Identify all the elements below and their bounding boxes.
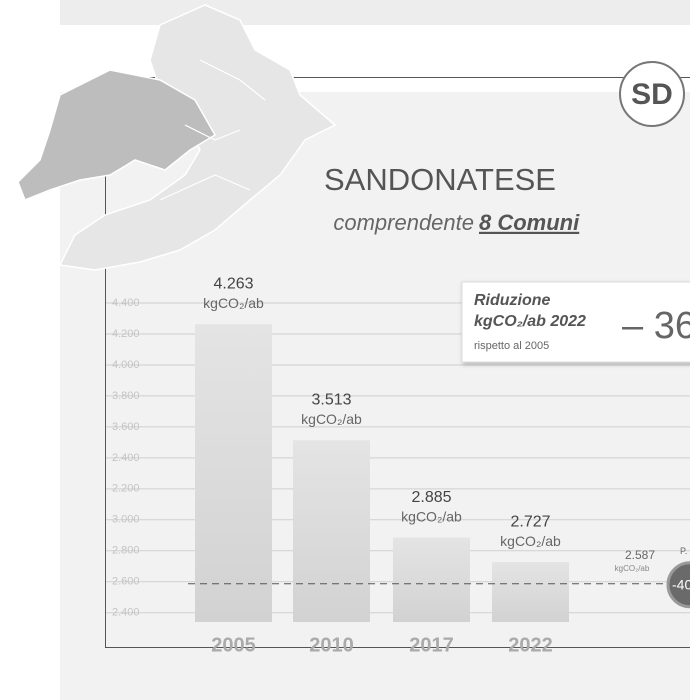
- bar: [492, 562, 569, 622]
- bar: [293, 440, 370, 622]
- target-unit: kgCO₂/ab: [615, 564, 650, 573]
- x-tick-label: 2017: [409, 634, 454, 656]
- target-label: 2.587: [625, 548, 655, 562]
- target-badge: -40: [672, 576, 690, 592]
- y-tick-label: 4.200: [112, 328, 140, 340]
- target-badge-circle: [666, 561, 690, 609]
- title: SANDONATESE: [324, 162, 556, 197]
- target-note: P.: [680, 546, 687, 556]
- value-label: 2.885: [411, 489, 451, 506]
- reduction-subtitle: kgCO₂/ab 2022: [474, 313, 586, 330]
- value-unit: kgCO₂/ab: [500, 533, 561, 549]
- value-label: 4.263: [213, 275, 253, 292]
- frame: [105, 77, 690, 648]
- map: [17, 4, 337, 271]
- y-tick-label: 2.800: [112, 545, 140, 557]
- y-tick-label: 2.200: [112, 483, 140, 495]
- chart: 4.400 4.200 4.000 3.800 3.600 2.400 2.200 3.000…: [106, 275, 690, 656]
- y-tick-label: 2.400: [112, 452, 140, 464]
- value-unit: kgCO₂/ab: [203, 295, 264, 311]
- value-label: 3.513: [311, 392, 351, 409]
- reduction-value: – 36: [622, 305, 690, 347]
- reduction-title: Riduzione: [474, 292, 551, 309]
- y-tick-label: 4.400: [112, 297, 140, 309]
- reduction-note: rispetto al 2005: [474, 340, 549, 352]
- y-tick-label: 3.600: [112, 421, 140, 433]
- bar: [393, 537, 470, 622]
- y-tick-label: 3.800: [112, 390, 140, 402]
- subtitle: comprendente: [333, 210, 474, 235]
- y-tick-label: 4.000: [112, 359, 140, 371]
- x-tick-label: 2005: [211, 634, 256, 656]
- y-tick-label: 3.000: [112, 514, 140, 526]
- top-band: [60, 0, 690, 25]
- x-tick-label: 2022: [508, 634, 553, 656]
- bar: [195, 324, 272, 622]
- value-label: 2.727: [510, 513, 550, 530]
- y-tick-label: 2.400: [112, 607, 140, 619]
- y-tick-label: 2.600: [112, 576, 140, 588]
- subtitle-link: 8 Comuni: [479, 210, 580, 235]
- reduction-box: [461, 281, 690, 363]
- badge-circle: [619, 61, 685, 127]
- value-unit: kgCO₂/ab: [301, 411, 362, 427]
- value-unit: kgCO₂/ab: [401, 508, 462, 524]
- x-tick-label: 2010: [309, 634, 354, 656]
- badge: SD: [631, 78, 673, 111]
